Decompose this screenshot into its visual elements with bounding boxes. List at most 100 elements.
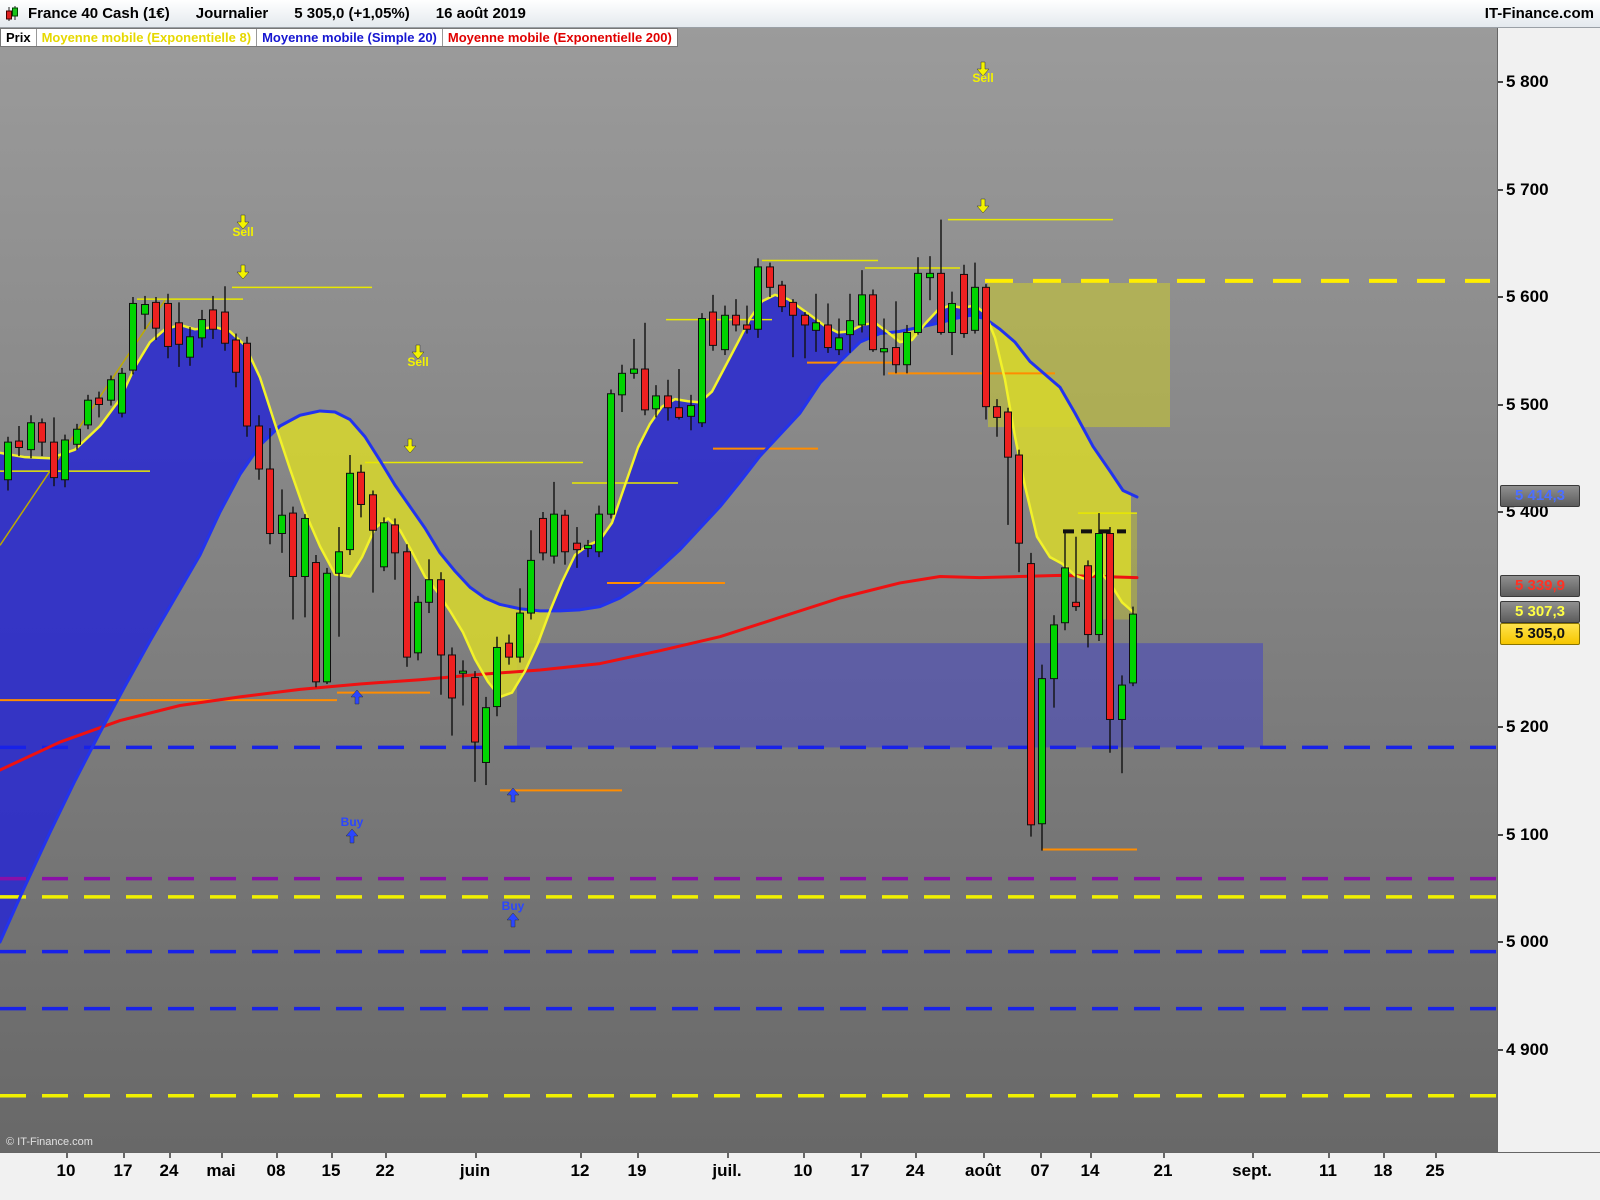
candle-down bbox=[743, 324, 751, 330]
price-badge-last-price: 5 305,0 bbox=[1500, 623, 1580, 645]
y-axis-tick bbox=[1498, 296, 1503, 298]
candle-up bbox=[846, 320, 854, 336]
candle-up bbox=[493, 646, 501, 708]
candle-down bbox=[266, 468, 274, 534]
candle-up bbox=[84, 399, 92, 426]
candle-up bbox=[335, 551, 343, 574]
candle-down bbox=[641, 368, 649, 411]
y-axis-tick bbox=[1498, 941, 1503, 943]
candle-up bbox=[278, 514, 286, 534]
candle-up bbox=[835, 337, 843, 351]
candle-up bbox=[459, 670, 467, 674]
candle-down bbox=[15, 440, 23, 448]
y-axis-label: 4 900 bbox=[1506, 1039, 1549, 1059]
x-axis-label: 07 bbox=[1030, 1161, 1050, 1180]
candle-up bbox=[1038, 678, 1046, 825]
x-axis-tick bbox=[475, 1153, 477, 1158]
candle-up bbox=[880, 348, 888, 353]
x-axis-label: 12 bbox=[570, 1161, 590, 1180]
timeframe-label[interactable]: Journalier bbox=[195, 5, 269, 22]
candle-up bbox=[414, 601, 422, 654]
candle-up bbox=[926, 272, 934, 279]
candle-down bbox=[50, 441, 58, 479]
candle-down bbox=[1027, 563, 1035, 826]
x-axis-label: sept. bbox=[1232, 1161, 1272, 1180]
candle-up bbox=[380, 522, 388, 568]
candle-down bbox=[152, 301, 160, 329]
candle-down bbox=[255, 425, 263, 470]
signal-label: Sell bbox=[407, 355, 428, 369]
price-axis[interactable]: 5 800 5 700 5 600 5 500 5 400 5 200 5 100 5 000… bbox=[1497, 28, 1600, 1152]
sell-entry-arrow bbox=[976, 198, 990, 214]
legend-price[interactable]: Prix bbox=[1, 29, 37, 46]
x-axis-tick bbox=[1163, 1153, 1165, 1158]
y-axis-label: 5 600 bbox=[1506, 287, 1549, 306]
sell-signal-arrow bbox=[976, 61, 990, 77]
x-axis-label: 15 bbox=[321, 1161, 341, 1180]
candle-down bbox=[505, 642, 513, 658]
brand-label: IT-Finance.com bbox=[1484, 5, 1594, 22]
candle-up bbox=[607, 393, 615, 515]
sell-entry-arrow bbox=[403, 438, 417, 454]
x-axis-label: 17 bbox=[850, 1161, 870, 1180]
candle-down bbox=[243, 342, 251, 427]
legend-sma20[interactable]: Moyenne mobile (Simple 20) bbox=[257, 29, 443, 46]
x-axis-label: 08 bbox=[266, 1161, 286, 1180]
candle-up bbox=[118, 372, 126, 414]
sell-signal-arrow bbox=[411, 344, 425, 360]
candle-down bbox=[789, 301, 797, 316]
candle-up bbox=[141, 304, 149, 315]
session-date: 16 août 2019 bbox=[435, 5, 526, 22]
x-axis-label: 25 bbox=[1425, 1161, 1445, 1180]
signal-label: Buy bbox=[341, 815, 364, 829]
candle-down bbox=[312, 562, 320, 683]
chart-area[interactable]: Sell Sell Sell Buy Buy © IT-Finance.com bbox=[0, 28, 1497, 1152]
candle-down bbox=[993, 406, 1001, 418]
sell-entry-arrow bbox=[236, 264, 250, 280]
candle-up bbox=[721, 314, 729, 351]
buy-entry-arrow bbox=[506, 787, 520, 803]
x-axis-tick bbox=[276, 1153, 278, 1158]
candle-up bbox=[301, 517, 309, 578]
candle-down bbox=[732, 314, 740, 326]
x-axis-tick bbox=[221, 1153, 223, 1158]
candle-up bbox=[1061, 567, 1069, 624]
candle-up bbox=[914, 272, 922, 333]
candle-up bbox=[73, 428, 81, 445]
x-axis-tick bbox=[123, 1153, 125, 1158]
legend-ema8[interactable]: Moyenne mobile (Exponentielle 8) bbox=[37, 29, 258, 46]
candle-down bbox=[221, 311, 229, 344]
x-axis-tick bbox=[1328, 1153, 1330, 1158]
x-axis-label: 19 bbox=[627, 1161, 647, 1180]
chart-header: France 40 Cash (1€) Journalier 5 305,0 (… bbox=[0, 0, 1600, 28]
candle-down bbox=[1106, 533, 1114, 720]
chart-canvas[interactable]: Sell Sell Sell Buy Buy bbox=[0, 28, 1497, 1152]
x-axis-label: 24 bbox=[905, 1161, 925, 1180]
candle-down bbox=[448, 654, 456, 699]
candle-down bbox=[175, 322, 183, 345]
date-axis[interactable]: 10 17 24 mai 08 15 22 juin 12 19 juil. 10 17 24 août 07… bbox=[0, 1152, 1600, 1200]
candle-down bbox=[95, 397, 103, 405]
instrument-name[interactable]: France 40 Cash (1€) bbox=[28, 5, 170, 22]
candle-up bbox=[186, 336, 194, 358]
signal-label: Sell bbox=[972, 71, 993, 85]
y-axis-tick bbox=[1498, 1048, 1503, 1051]
candle-up bbox=[652, 395, 660, 410]
change-percent: (+1,05%) bbox=[348, 5, 410, 22]
candle-up bbox=[948, 302, 956, 333]
candle-down bbox=[539, 517, 547, 554]
y-axis-tick bbox=[1498, 403, 1503, 406]
candle-down bbox=[766, 266, 774, 288]
last-price: 5 305,0 bbox=[294, 5, 345, 22]
y-axis-tick bbox=[1498, 188, 1503, 191]
candle-down bbox=[709, 311, 717, 346]
x-axis-tick bbox=[169, 1153, 171, 1158]
y-axis-tick bbox=[1498, 726, 1503, 728]
candle-up bbox=[323, 572, 331, 683]
candle-up bbox=[346, 472, 354, 551]
ema200-line bbox=[0, 573, 1139, 772]
y-axis-tick bbox=[1498, 833, 1503, 836]
price-badge-ema8-value: 5 307,3 bbox=[1500, 601, 1580, 623]
x-axis-label: 22 bbox=[375, 1161, 395, 1180]
legend-ema200[interactable]: Moyenne mobile (Exponentielle 200) bbox=[447, 30, 672, 45]
